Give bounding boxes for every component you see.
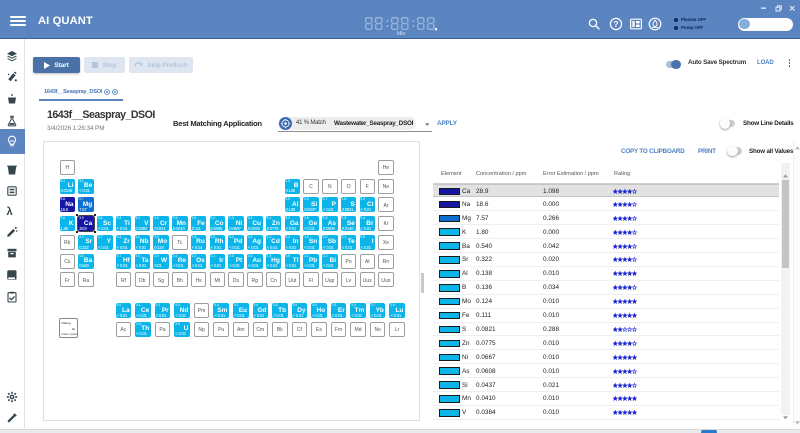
svg-text:?: ? bbox=[613, 19, 618, 29]
